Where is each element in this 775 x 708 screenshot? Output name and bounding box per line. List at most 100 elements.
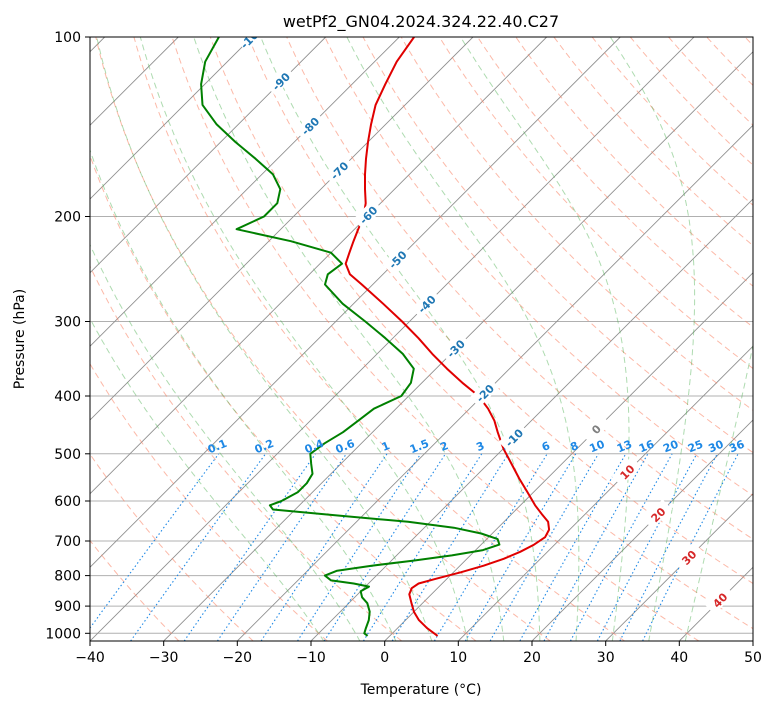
isotherm-line xyxy=(457,345,753,641)
isotherm-line xyxy=(236,124,753,641)
moist-adiabat-line xyxy=(260,37,541,641)
isotherm-line xyxy=(90,37,400,347)
moist-adiabat-line xyxy=(90,148,397,641)
mixing-ratio-line xyxy=(216,453,347,641)
mixing-ratio-label: 2 xyxy=(438,439,450,454)
mixing-ratio-line xyxy=(90,453,220,629)
dry-adiabat-line xyxy=(400,37,753,411)
mixing-ratio-line xyxy=(433,453,548,641)
isotherm-label-bg xyxy=(411,288,441,319)
mixing-ratio-label: 8 xyxy=(568,439,580,454)
mixing-ratio-line xyxy=(130,453,267,641)
y-tick-label: 200 xyxy=(54,210,81,226)
moist-adiabat-line xyxy=(460,37,630,641)
dry-adiabat-line xyxy=(553,37,753,247)
isotherm-line xyxy=(90,37,548,495)
x-tick-label: −30 xyxy=(149,650,179,666)
isotherm-label-bg xyxy=(498,422,529,452)
y-tick-label: 300 xyxy=(54,315,81,331)
moist-adiabat-line xyxy=(193,37,505,641)
isotherm-line xyxy=(90,37,327,274)
y-tick-label: 400 xyxy=(54,389,81,405)
dry-adiabat-line xyxy=(95,37,551,641)
y-axis-label: Pressure (hPa) xyxy=(12,289,28,389)
mixing-ratio-label: 16 xyxy=(637,438,656,456)
isotherm-label-bg xyxy=(294,110,325,141)
isotherm-label-bg xyxy=(382,244,412,274)
x-tick-label: 50 xyxy=(744,650,762,666)
isotherm-label-bg xyxy=(611,456,642,487)
isotherm-line xyxy=(310,198,753,641)
mixing-ratio-line xyxy=(183,453,316,641)
dry-adiabat-line xyxy=(209,37,753,630)
mixing-ratio-label: 1 xyxy=(380,439,392,454)
x-tick-label: 20 xyxy=(523,650,541,666)
dry-adiabat-line xyxy=(248,37,753,585)
y-tick-label: 500 xyxy=(54,447,81,463)
dry-adiabat-line xyxy=(90,362,328,641)
moist-adiabat-line xyxy=(684,343,753,641)
moist-adiabat-line xyxy=(96,37,433,641)
isotherm-line xyxy=(90,37,253,200)
isotherm-line xyxy=(531,419,753,641)
mixing-ratio-line xyxy=(323,453,446,641)
dry-adiabat-line xyxy=(133,37,625,641)
isotherm-line xyxy=(90,37,695,641)
moist-adiabat-line xyxy=(346,37,580,641)
isotherm-line xyxy=(90,37,621,568)
isotherm-label-bg xyxy=(704,584,735,615)
isotherm-label-bg xyxy=(265,65,296,96)
isotherm-label-bg xyxy=(642,499,673,529)
x-tick-label: 40 xyxy=(670,650,688,666)
x-tick-label: −10 xyxy=(296,650,326,666)
axis-layer: −40 −30 −20 −10 0 10 20 30 40 50 100 200 300 400 500 60… xyxy=(45,30,762,666)
mixing-ratio-line xyxy=(260,453,388,641)
data-layer xyxy=(200,37,551,637)
mixing-ratio-label: 3 xyxy=(474,439,486,454)
plot-frame xyxy=(89,36,754,642)
dry-adiabat-line xyxy=(477,37,753,328)
x-tick-label: −40 xyxy=(75,650,105,666)
dry-adiabat-line xyxy=(171,37,700,641)
temperature-profile-line xyxy=(344,37,551,637)
dry-adiabat-line xyxy=(591,37,753,206)
x-tick-label: −20 xyxy=(223,650,253,666)
x-tick-label: 30 xyxy=(597,650,615,666)
mixing-ratio-line xyxy=(464,453,577,641)
y-tick-label: 100 xyxy=(54,30,81,46)
x-tick-label: 0 xyxy=(380,650,389,666)
chart-title: wetPf2_GN04.2024.324.22.40.C27 xyxy=(283,12,559,32)
mixing-ratio-label: 25 xyxy=(686,438,705,456)
x-tick-label: 10 xyxy=(449,650,467,666)
y-tick-label: 800 xyxy=(54,569,81,585)
mixing-ratio-label: 10 xyxy=(588,438,607,456)
y-tick-label: 900 xyxy=(54,599,81,615)
mixing-ratio-label: 13 xyxy=(615,438,634,456)
moist-adiabat-line xyxy=(90,243,361,641)
dewpoint-profile-line xyxy=(200,37,501,637)
plot-background xyxy=(90,37,753,641)
mixing-ratio-label: 36 xyxy=(727,438,746,456)
isotherm-line xyxy=(384,272,753,641)
moist-adiabat-line xyxy=(609,37,696,641)
y-tick-label: 600 xyxy=(54,494,81,510)
isotherm-label-bg xyxy=(323,155,354,185)
moist-adiabat-line xyxy=(139,37,469,641)
y-tick-label: 700 xyxy=(54,534,81,550)
dry-adiabat-line xyxy=(90,265,403,641)
y-tick-label: 1000 xyxy=(45,626,81,642)
isotherm-line xyxy=(605,493,753,641)
isotherm-label-bg xyxy=(352,199,383,230)
x-axis-label: Temperature (°C) xyxy=(360,682,482,698)
mixing-ratio-line xyxy=(569,453,673,641)
mixing-ratio-line xyxy=(489,453,599,641)
isotherm-label-bg xyxy=(236,37,267,52)
isotherm-label-bg xyxy=(440,333,471,363)
dry-adiabat-line xyxy=(362,37,753,454)
grid-layer xyxy=(90,37,753,641)
mixing-ratio-line xyxy=(297,453,422,641)
dry-adiabat-line xyxy=(324,37,753,497)
mixing-ratio-line xyxy=(519,453,627,641)
isotherm-line xyxy=(90,37,474,421)
